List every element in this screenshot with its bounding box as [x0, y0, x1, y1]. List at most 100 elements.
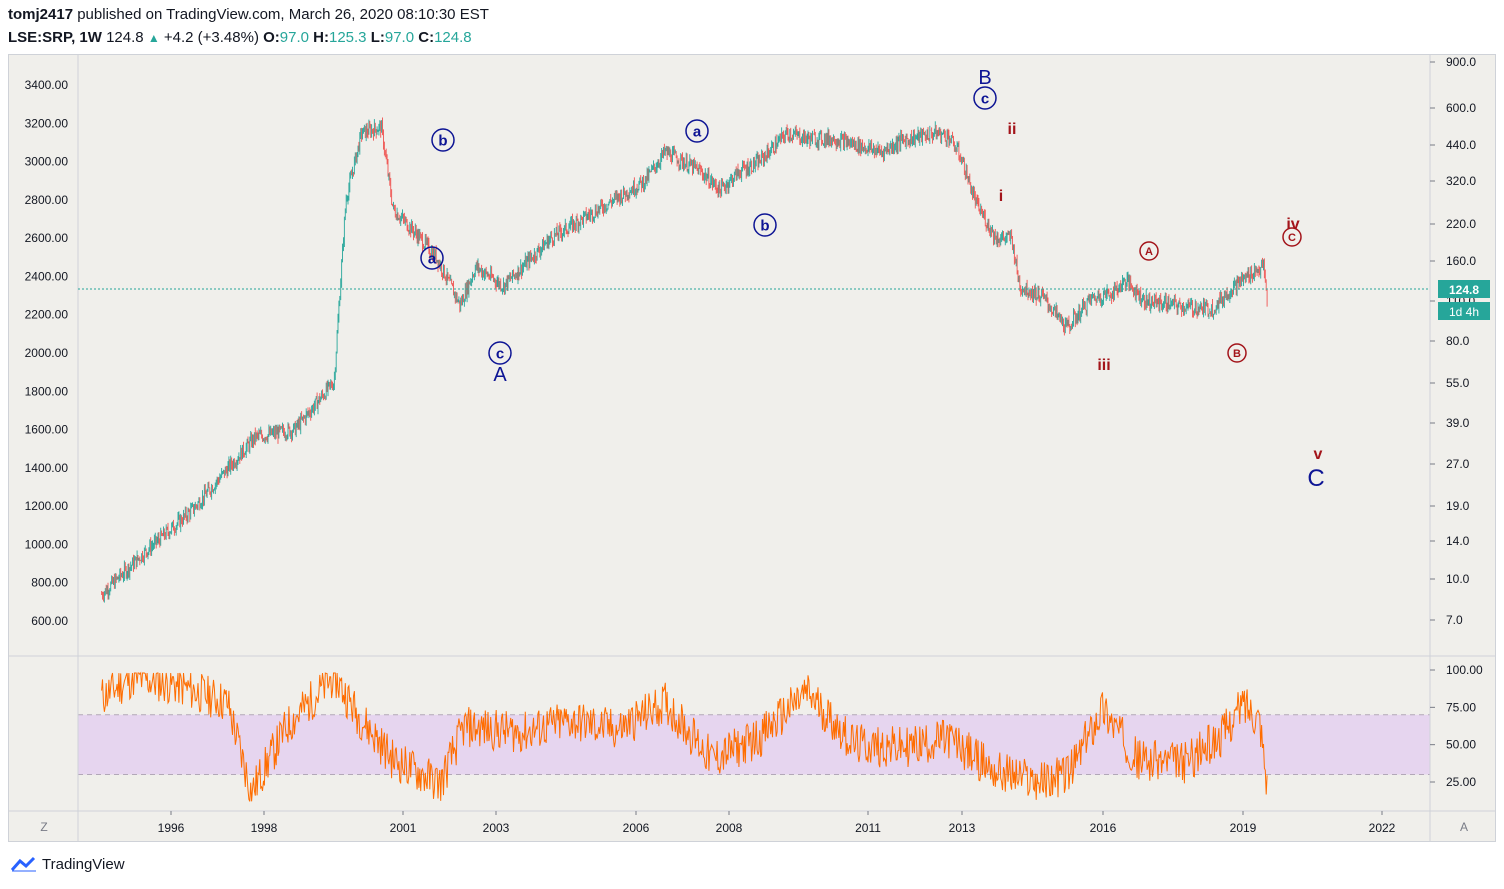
rsi-tick-label: 25.00 [1446, 775, 1476, 789]
author-name[interactable]: tomj2417 [8, 6, 74, 23]
left-tick-label: 1400.00 [25, 461, 69, 475]
svg-text:c: c [981, 90, 989, 107]
up-arrow-icon: ▲ [147, 31, 160, 45]
wave-label-circled: c [488, 341, 512, 365]
open-value: 97.0 [279, 29, 309, 46]
right-tick-label: 19.0 [1446, 499, 1470, 513]
low-label: L: [370, 29, 385, 46]
close-label: C: [418, 29, 435, 46]
right-tick-label: 80.0 [1446, 334, 1470, 348]
left-tick-label: 1200.00 [25, 499, 69, 513]
time-tick-label: 2019 [1230, 821, 1257, 835]
time-tick-label: 2006 [623, 821, 650, 835]
time-axis[interactable]: 1996 1998 2001 2003 2006 2008 2011 2013 2016 2019… [158, 811, 1396, 835]
rsi-axis[interactable]: 100.00 75.00 50.00 25.00 [1430, 663, 1483, 789]
right-tick-label: 27.0 [1446, 457, 1470, 471]
wave-label-circled: b [431, 128, 455, 152]
time-tick-label: 1998 [251, 821, 278, 835]
wave-label: i [999, 188, 1003, 205]
wave-label-circled: a [685, 119, 709, 143]
high-value: 125.3 [328, 29, 367, 46]
rsi-series-line [101, 671, 1268, 802]
svg-text:B: B [1233, 348, 1241, 360]
right-tick-label: 160.0 [1446, 254, 1476, 268]
time-tick-label: 2008 [716, 821, 743, 835]
left-tick-label: 2200.00 [25, 308, 69, 322]
last-price-value: 124.8 [1449, 283, 1479, 297]
zoom-corner-button[interactable]: Z [40, 820, 47, 834]
wave-label: iii [1097, 357, 1110, 374]
left-tick-label: 3400.00 [25, 78, 69, 92]
right-tick-label: 7.0 [1446, 613, 1463, 627]
wave-label-circled: B [1227, 343, 1247, 363]
wave-label: B [978, 67, 991, 89]
right-tick-label: 900.0 [1446, 55, 1476, 69]
right-tick-label: 14.0 [1446, 534, 1470, 548]
right-tick-label: 10.0 [1446, 572, 1470, 586]
left-tick-label: 2400.00 [25, 269, 69, 283]
left-tick-label: 800.00 [31, 576, 68, 590]
time-tick-label: 2003 [483, 821, 510, 835]
wave-label-circled: C [1282, 227, 1302, 247]
left-tick-label: 600.00 [31, 614, 68, 628]
wave-label-circled: a [420, 246, 444, 270]
time-tick-label: 2016 [1090, 821, 1117, 835]
wave-label: ii [1008, 121, 1017, 138]
wave-label-circled: A [1139, 241, 1159, 261]
left-tick-label: 3000.00 [25, 155, 69, 169]
tradingview-logo-icon [10, 856, 36, 872]
svg-text:b: b [760, 217, 769, 234]
time-tick-label: 1996 [158, 821, 185, 835]
left-tick-label: 2800.00 [25, 193, 69, 207]
left-price-axis[interactable]: 3400.00 3200.00 3000.00 2800.00 2600.00 2400.… [25, 78, 69, 628]
rsi-tick-label: 100.00 [1446, 663, 1483, 677]
svg-text:b: b [438, 132, 447, 149]
time-tick-label: 2022 [1369, 821, 1396, 835]
right-tick-label: 55.0 [1446, 376, 1470, 390]
close-value: 124.8 [434, 29, 472, 46]
time-tick-label: 2013 [949, 821, 976, 835]
wave-label: v [1314, 446, 1323, 463]
auto-scale-button[interactable]: A [1460, 820, 1468, 834]
left-tick-label: 3200.00 [25, 116, 69, 130]
wave-label-circled: b [753, 213, 777, 237]
rsi-tick-label: 50.00 [1446, 738, 1476, 752]
right-tick-label: 220.0 [1446, 217, 1476, 231]
left-tick-label: 2600.00 [25, 231, 69, 245]
high-label: H: [313, 29, 329, 46]
svg-text:a: a [693, 123, 702, 140]
open-label: O: [263, 29, 280, 46]
last-price-text: 124.8 [106, 29, 144, 46]
svg-text:a: a [428, 250, 437, 267]
left-tick-label: 2000.00 [25, 346, 69, 360]
left-tick-label: 1600.00 [25, 423, 69, 437]
footer: TradingView [10, 855, 125, 873]
symbol-header: LSE:SRP, 1W 124.8 ▲ +4.2 (+3.48%) O:97.0… [8, 29, 472, 46]
rsi-tick-label: 75.00 [1446, 700, 1476, 714]
wave-label: C [1307, 465, 1324, 492]
countdown-value: 1d 4h [1449, 305, 1479, 319]
wave-label-circled: c [973, 86, 997, 110]
right-tick-label: 320.0 [1446, 174, 1476, 188]
left-tick-label: 1000.00 [25, 537, 69, 551]
low-value: 97.0 [384, 29, 415, 46]
price-candles [101, 117, 1268, 603]
last-price-label: 124.8 1d 4h [1438, 280, 1490, 320]
right-price-axis[interactable]: 900.0600.0440.0320.0220.0160.0110.080.05… [1430, 55, 1476, 627]
change-text: +4.2 (+3.48%) [163, 29, 259, 46]
symbol-name: LSE:SRP, 1W [8, 29, 102, 46]
right-tick-label: 600.0 [1446, 101, 1476, 115]
publish-info: published on TradingView.com, March 26, … [77, 6, 489, 23]
tradingview-brand[interactable]: TradingView [42, 855, 125, 873]
svg-text:C: C [1288, 232, 1296, 244]
left-tick-label: 1800.00 [25, 384, 69, 398]
svg-text:A: A [1145, 246, 1153, 258]
time-tick-label: 2001 [390, 821, 417, 835]
time-tick-label: 2011 [855, 821, 881, 835]
right-tick-label: 39.0 [1446, 416, 1470, 430]
wave-label: A [493, 364, 507, 386]
publish-header: tomj2417 published on TradingView.com, M… [8, 6, 489, 23]
svg-text:c: c [496, 345, 504, 362]
